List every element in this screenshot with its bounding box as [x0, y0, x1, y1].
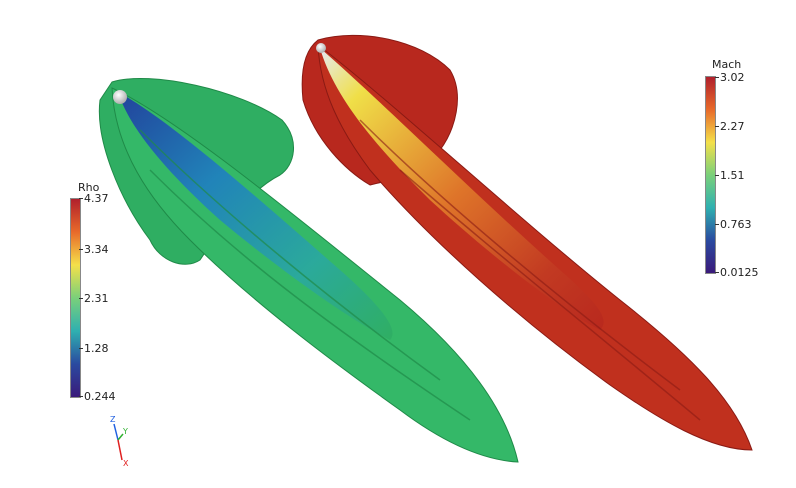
mach-plume: [301, 34, 753, 451]
mach-tick-max: 3.02: [715, 71, 745, 84]
rho-plume-core: [118, 92, 393, 340]
mach-tick-2: 2.27: [715, 120, 745, 133]
mach-plume-core: [320, 48, 604, 330]
rho-plume-ridge: [139, 129, 471, 421]
rho-plume: [98, 77, 519, 463]
rho-tick-min: 0.244: [79, 390, 116, 403]
mach-plume-body: [317, 43, 753, 451]
mach-tick-4: 0.763: [715, 218, 752, 231]
y-axis-line: [117, 433, 124, 441]
mach-tick-3: 1.51: [715, 169, 745, 182]
z-axis-line: [113, 423, 119, 441]
mach-tick-min: 0.0125: [715, 266, 759, 279]
rho-tick-max: 4.37: [79, 192, 109, 205]
rho-tick-3: 2.31: [79, 292, 109, 305]
x-axis-line: [117, 439, 123, 461]
mach-plume-ridge: [359, 119, 701, 421]
mach-colorbar-title: Mach: [712, 58, 742, 71]
rho-tick-4: 1.28: [79, 342, 109, 355]
rho-tick-2: 3.34: [79, 243, 109, 256]
axes-triad: Z Y X: [110, 415, 129, 468]
rho-colorbar-title: Rho: [78, 181, 100, 194]
y-axis-label: Y: [122, 427, 128, 436]
rho-sphere: [113, 90, 127, 104]
z-axis-label: Z: [110, 415, 116, 424]
mach-sphere: [316, 43, 326, 53]
x-axis-label: X: [123, 459, 129, 468]
